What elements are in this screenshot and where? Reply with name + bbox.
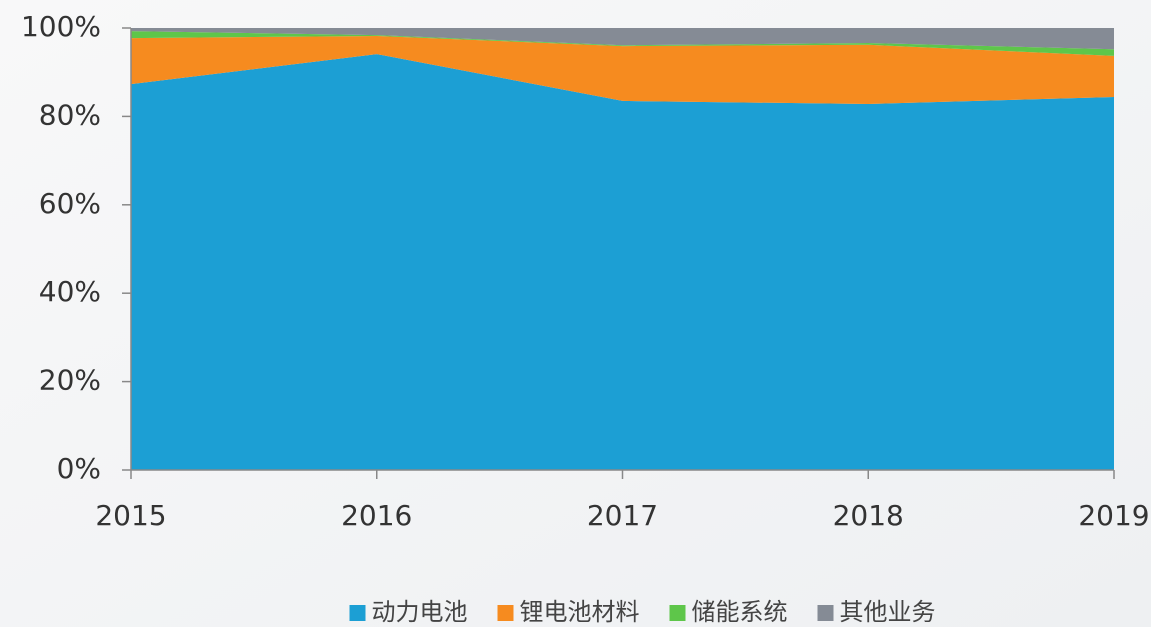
y-tick-label: 40% <box>39 275 101 308</box>
y-tick-label: 80% <box>39 98 101 131</box>
y-tick-label: 0% <box>57 452 101 485</box>
x-tick-label: 2016 <box>341 499 412 532</box>
y-tick-label: 60% <box>39 187 101 220</box>
x-tick-label: 2017 <box>587 499 658 532</box>
area <box>131 54 1114 470</box>
area <box>131 31 1114 56</box>
legend-label: 储能系统 <box>692 598 788 626</box>
x-tick-label: 2019 <box>1078 499 1149 532</box>
y-tick-label: 20% <box>39 364 101 397</box>
area <box>131 35 1114 105</box>
x-tick-label: 2015 <box>95 499 166 532</box>
y-tick-label: 100% <box>21 10 101 43</box>
area <box>131 28 1114 50</box>
legend-swatch <box>669 605 686 621</box>
legend-swatch <box>497 605 514 621</box>
legend-label: 动力电池 <box>372 598 468 626</box>
legend-label: 锂电池材料 <box>520 598 640 626</box>
legend-swatch <box>817 605 834 621</box>
x-tick-label: 2018 <box>833 499 904 532</box>
legend-label: 其他业务 <box>840 598 936 626</box>
legend-swatch <box>349 605 366 621</box>
